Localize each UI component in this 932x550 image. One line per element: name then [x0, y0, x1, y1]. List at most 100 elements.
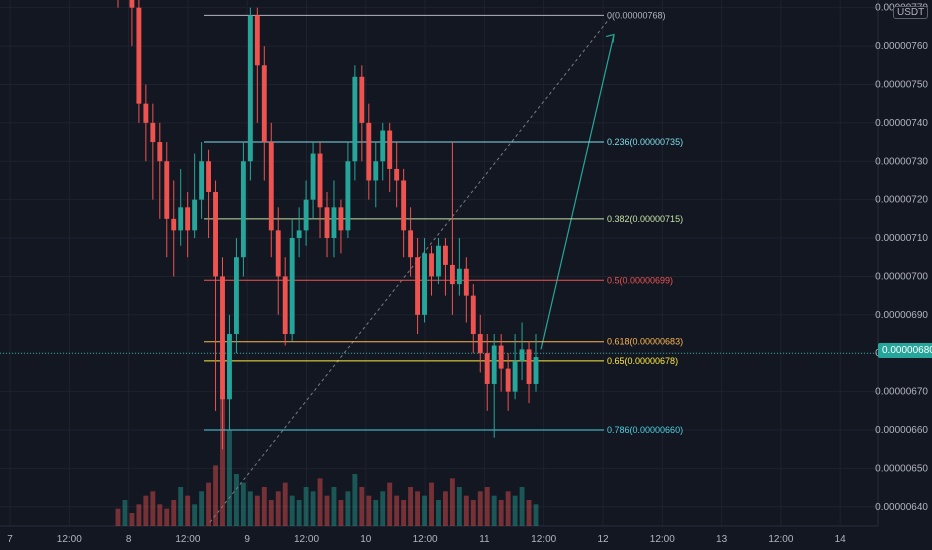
price-tick-label: 0.00000710: [875, 233, 928, 244]
candle-body: [199, 161, 205, 200]
candle: [227, 314, 232, 431]
candle: [261, 46, 267, 181]
candle-body: [456, 268, 462, 285]
price-tick-label: 0.00000720: [875, 195, 928, 206]
volume-bars: [115, 396, 539, 526]
volume-bar: [415, 491, 421, 526]
volume-bar: [296, 500, 302, 526]
volume-bar: [192, 504, 198, 526]
volume-bar: [303, 487, 309, 526]
candle-body: [436, 245, 441, 277]
candle-body: [171, 218, 177, 231]
volume-bar: [164, 508, 170, 526]
time-tick-label: 14: [835, 534, 847, 545]
candle-body: [415, 257, 421, 315]
candle-body: [338, 207, 344, 231]
volume-bar: [178, 487, 184, 526]
price-tick-label: 0.00000690: [875, 310, 928, 321]
volume-bar: [442, 491, 448, 526]
candle-body: [429, 253, 434, 277]
volume-bar: [213, 465, 218, 526]
candle-body: [157, 142, 163, 162]
volume-bar: [408, 487, 414, 526]
candle: [512, 334, 518, 400]
volume-bar: [233, 474, 239, 526]
candle-body: [296, 230, 302, 239]
volume-bar: [247, 491, 253, 526]
volume-bar: [484, 487, 490, 526]
candle: [498, 334, 504, 392]
candle: [199, 142, 205, 219]
candle-body: [449, 264, 455, 285]
volume-bar: [491, 495, 497, 526]
volume-bar: [519, 487, 525, 526]
candle: [317, 142, 323, 239]
candle-body: [282, 276, 288, 335]
time-tick-label: 12:00: [294, 534, 319, 545]
current-price-tag: 0.00000680: [878, 343, 932, 358]
candle-body: [498, 345, 504, 369]
time-tick-label: 13: [716, 534, 728, 545]
volume-bar: [373, 500, 379, 526]
candle-body: [345, 161, 351, 231]
price-tick-label: 0.00000740: [875, 118, 928, 129]
candle: [380, 122, 386, 181]
volume-bar: [470, 500, 476, 526]
fib-level-label: 0.236(0.00000735): [607, 137, 683, 147]
candle-body: [442, 245, 448, 265]
candle: [136, 0, 142, 123]
candle: [247, 7, 253, 181]
candle-body: [150, 122, 156, 143]
candle-body: [317, 153, 323, 208]
volume-bar: [150, 491, 156, 526]
projection-lines: [209, 15, 615, 523]
candle: [387, 122, 393, 192]
candle-body: [463, 268, 469, 296]
candle: [268, 122, 274, 258]
candle: [289, 218, 295, 342]
candle: [143, 84, 149, 162]
time-tick-label: 12: [597, 534, 609, 545]
price-tick-label: 0.00000730: [875, 156, 928, 167]
volume-bar: [268, 500, 274, 526]
candle: [296, 207, 302, 258]
candle: [394, 142, 400, 208]
candle-body: [289, 238, 295, 335]
candle: [484, 334, 490, 411]
volume-bar: [526, 500, 532, 526]
price-tick-label: 0.00000640: [875, 502, 928, 513]
candle-body: [477, 334, 483, 354]
time-axis[interactable]: 7 12:00 8 12:00 9 12:00 10 12:00 11 12:00 12 12:00 1…: [7, 534, 846, 545]
candle-body: [254, 15, 260, 66]
volume-bar: [157, 504, 163, 526]
volume-bar: [345, 491, 351, 526]
time-tick-label: 9: [244, 534, 250, 545]
volume-bar: [199, 491, 205, 526]
candle-body: [303, 199, 309, 231]
candle: [324, 191, 330, 258]
candle: [442, 238, 448, 296]
candle: [491, 334, 497, 438]
fib-level-label: 0.618(0.00000683): [607, 337, 683, 347]
volume-bar: [359, 487, 365, 526]
fib-level-label: 0.5(0.00000699): [607, 275, 673, 285]
time-tick-label: 12:00: [57, 534, 82, 545]
candle-body: [394, 168, 400, 181]
candle-body: [512, 360, 518, 392]
volume-bar: [401, 500, 407, 526]
volume-bar: [533, 504, 539, 526]
candle: [415, 238, 421, 335]
time-tick-label: 12:00: [768, 534, 793, 545]
candle: [171, 180, 177, 277]
candle-body: [185, 207, 191, 231]
candle-body: [213, 191, 218, 277]
price-tick-label: 0.00000670: [875, 387, 928, 398]
currency-badge[interactable]: USDT: [893, 6, 929, 19]
volume-bar: [512, 495, 518, 526]
time-tick-label: 12:00: [413, 534, 438, 545]
volume-bar: [463, 495, 469, 526]
volume-bar: [380, 491, 386, 526]
time-tick-label: 12:00: [175, 534, 200, 545]
price-tick-label: 0.00000750: [875, 79, 928, 90]
